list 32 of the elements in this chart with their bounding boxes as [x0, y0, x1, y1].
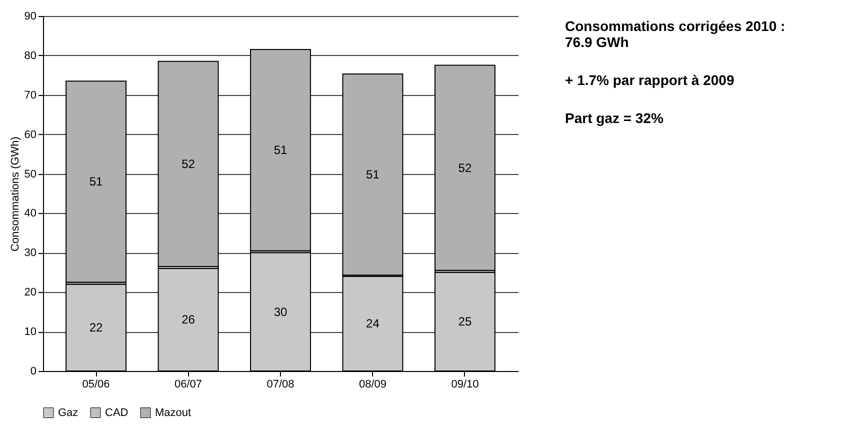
data-label: 51	[366, 168, 380, 182]
data-label: 51	[89, 174, 104, 189]
legend-label: Gaz	[58, 406, 78, 419]
data-label: 52	[182, 156, 196, 171]
data-label: 24	[366, 316, 380, 331]
y-axis-title: Consommations (GWh)	[9, 136, 22, 252]
legend-label: Mazout	[155, 406, 192, 419]
x-tick-label: 05/06	[82, 378, 110, 390]
data-label: 22	[89, 320, 104, 335]
y-tick-label: 50	[24, 168, 36, 180]
data-label: 25	[458, 314, 472, 329]
y-tick-label: 90	[24, 10, 36, 22]
y-tick-label: 60	[24, 128, 36, 141]
text: Part gaz = 32%	[565, 110, 664, 126]
x-tick-label: 06/07	[174, 378, 202, 390]
x-tick-label: 09/10	[451, 378, 479, 390]
x-tick-label: 07/08	[266, 378, 294, 390]
text: Consommations corrigées 2010 : 76.9 GWh	[565, 18, 786, 50]
x-tick-label: 08/09	[358, 378, 386, 390]
y-tick-label: 70	[24, 89, 36, 102]
legend-label: CAD	[105, 406, 128, 419]
y-tick-label: 30	[24, 247, 36, 260]
y-tick-label: 0	[30, 366, 36, 378]
data-label: 30	[274, 304, 288, 319]
data-label: 52	[458, 160, 472, 175]
y-tick-label: 40	[24, 208, 36, 220]
y-tick-label: 20	[24, 286, 36, 299]
data-label: 51	[274, 143, 288, 158]
text: + 1.7% par rapport à 2009	[565, 72, 736, 88]
y-tick-label: 10	[24, 326, 36, 338]
y-tick-label: 80	[24, 50, 36, 62]
data-label: 26	[182, 312, 196, 327]
